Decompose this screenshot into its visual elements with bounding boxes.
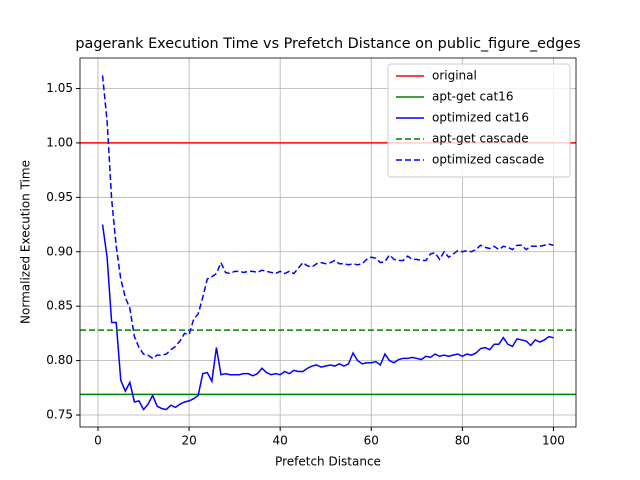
y-tick-label: 0.95: [46, 190, 73, 204]
legend: original apt-get cat16 optimized cat16 apt-…: [387, 63, 571, 178]
plot-frame: [79, 57, 577, 428]
chart-title: pagerank Execution Time vs Prefetch Dist…: [75, 36, 580, 52]
legend-label: optimized cat16: [432, 111, 529, 125]
x-tick-label: 40: [273, 434, 288, 448]
y-tick-label: 1.00: [46, 135, 73, 149]
x-tick-label: 0: [94, 434, 102, 448]
x-tick-label: 80: [455, 434, 470, 448]
legend-label: apt-get cascade: [432, 132, 529, 146]
legend-label: original: [432, 69, 477, 83]
y-tick-label: 0.80: [46, 353, 73, 367]
y-tick-label: 0.85: [46, 299, 73, 313]
x-tick-label: 60: [364, 434, 379, 448]
legend-box: [387, 63, 571, 178]
y-tick-label: 0.90: [46, 244, 73, 258]
data-line: [101, 75, 554, 360]
x-tick-label: 20: [181, 434, 196, 448]
y-tick-label: 0.75: [46, 408, 73, 422]
legend-label: apt-get cat16: [432, 90, 513, 104]
x-axis-label: Prefetch Distance: [275, 455, 381, 469]
legend-label: optimized cascade: [432, 153, 544, 167]
y-axis-label: Normalized Execution Time: [19, 160, 33, 324]
y-tick-label: 1.05: [46, 81, 73, 95]
x-tick-label: 100: [542, 434, 565, 448]
data-line: [101, 224, 554, 411]
